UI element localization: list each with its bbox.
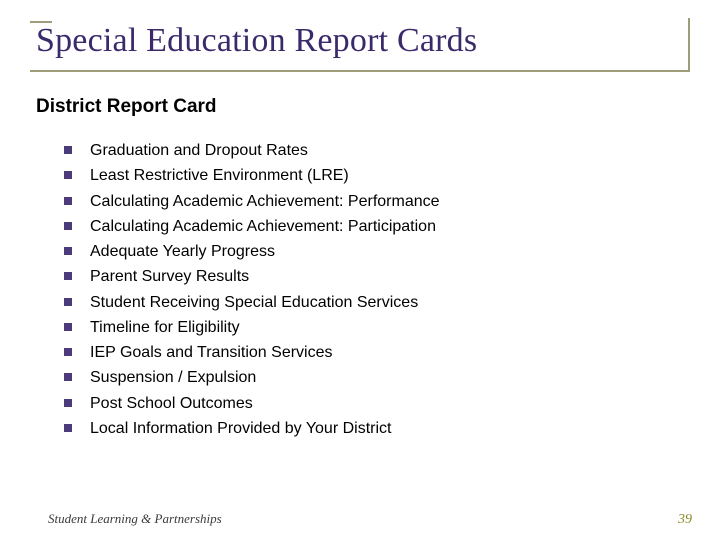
list-item: Timeline for Eligibility <box>64 315 692 340</box>
list-item: Adequate Yearly Progress <box>64 239 692 264</box>
slide-subtitle: District Report Card <box>36 96 692 118</box>
list-item: Suspension / Expulsion <box>64 365 692 390</box>
bullet-list: Graduation and Dropout Rates Least Restr… <box>64 138 692 441</box>
list-item: Calculating Academic Achievement: Perfor… <box>64 189 692 214</box>
list-item: Post School Outcomes <box>64 391 692 416</box>
footer: Student Learning & Partnerships 39 <box>48 511 692 528</box>
page-number: 39 <box>678 512 692 528</box>
title-rule-wrap: Special Education Report Cards <box>30 18 690 72</box>
list-item: Local Information Provided by Your Distr… <box>64 416 692 441</box>
list-item: Parent Survey Results <box>64 264 692 289</box>
slide-title: Special Education Report Cards <box>36 22 688 60</box>
list-item: IEP Goals and Transition Services <box>64 340 692 365</box>
list-item: Student Receiving Special Education Serv… <box>64 290 692 315</box>
footer-text: Student Learning & Partnerships <box>48 511 222 527</box>
slide: Special Education Report Cards District … <box>0 0 720 540</box>
list-item: Calculating Academic Achievement: Partic… <box>64 214 692 239</box>
list-item: Least Restrictive Environment (LRE) <box>64 163 692 188</box>
list-item: Graduation and Dropout Rates <box>64 138 692 163</box>
